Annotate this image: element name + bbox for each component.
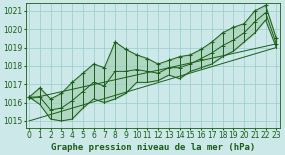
X-axis label: Graphe pression niveau de la mer (hPa): Graphe pression niveau de la mer (hPa): [51, 143, 255, 152]
